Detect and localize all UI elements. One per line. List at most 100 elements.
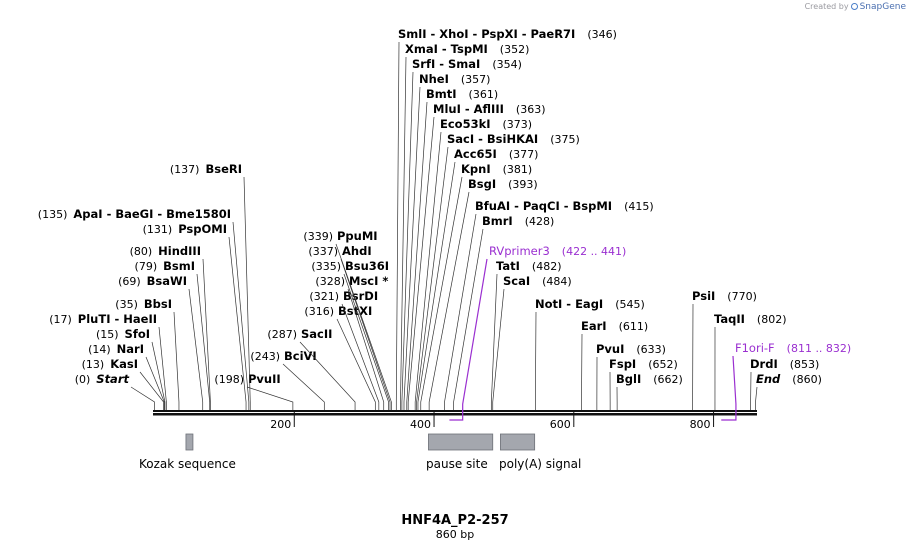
site-hindiii[interactable]: HindIII (80) <box>130 244 211 410</box>
site-name: KpnI <box>461 162 491 176</box>
feature-label: poly(A) signal <box>499 457 581 471</box>
site-leader-line <box>196 273 211 410</box>
site-leader-line <box>282 363 325 410</box>
backbone-bottom-strand <box>153 413 757 416</box>
site-leader-line <box>581 333 583 410</box>
site-name: Bsu36I <box>345 259 389 273</box>
site-bbsi[interactable]: BbsI (35) <box>115 297 180 410</box>
site-ahdi[interactable]: (337) AhdI <box>308 244 391 410</box>
site-name: BmtI <box>426 87 457 101</box>
credit-brand: SnapGene <box>859 2 906 12</box>
site-leader-line <box>336 318 376 410</box>
site-nari[interactable]: NarI (14) <box>88 342 165 410</box>
site-leader-line <box>428 191 470 410</box>
site-bmti[interactable]: BmtI (361) <box>406 87 498 410</box>
primer-rvprimer3[interactable]: RVprimer3 (422 .. 441) <box>449 244 627 421</box>
site-name: MluI - AflIII <box>433 102 504 116</box>
site-name: SacII <box>301 327 332 341</box>
site-bgli[interactable]: BglI (662) <box>616 372 683 410</box>
site-pvuii[interactable]: (198) PvuII <box>214 372 294 410</box>
site-tati[interactable]: TatI (482) <box>490 259 562 410</box>
feature-box <box>500 433 536 451</box>
site-name: EarI <box>581 319 607 333</box>
site-leader-line <box>400 56 407 410</box>
site-name: SmlI - XhoI - PspXI - PaeR7I <box>398 27 575 41</box>
site-bmri[interactable]: BmrI (428) <box>453 214 555 410</box>
feature-poly-a-signal[interactable]: poly(A) signal <box>499 433 581 471</box>
site-bcivi[interactable]: (243) BciVI <box>250 349 325 410</box>
primer-mark <box>449 258 488 421</box>
site-leader-line <box>145 356 165 410</box>
site-psii[interactable]: PsiI (770) <box>692 289 757 410</box>
feature-box <box>185 433 194 451</box>
site-xmai[interactable]: XmaI - TspMI (352) <box>400 42 529 410</box>
tick-800: 800 <box>690 412 715 431</box>
site-pluti[interactable]: PluTI - HaeII (17) <box>49 312 167 410</box>
site-acc65i[interactable]: Acc65I (377) <box>417 147 539 410</box>
site-apai[interactable]: ApaI - BaeGI - Bme1580I (135) <box>38 207 250 410</box>
site-bfuai[interactable]: BfuAI - PaqCI - BspMI (415) <box>444 199 654 410</box>
site-eco53ki[interactable]: Eco53kI (373) <box>414 117 532 410</box>
site-position: (79) <box>135 260 158 273</box>
site-position: (80) <box>130 245 153 258</box>
site-leader-line <box>403 86 421 410</box>
site-position: (377) <box>509 148 539 161</box>
primer-f1ori-f[interactable]: F1ori-F (811 .. 832) <box>721 341 851 421</box>
site-pspomi[interactable]: PspOMI (131) <box>143 222 247 410</box>
site-scai[interactable]: ScaI (484) <box>492 274 572 410</box>
site-noti[interactable]: NotI - EagI (545) <box>535 297 645 410</box>
site-smli[interactable]: SmlI - XhoI - PspXI - PaeR7I (346) <box>395 27 617 410</box>
site-msci[interactable]: (328) MscI * <box>315 274 388 410</box>
site-leader-line <box>535 311 537 410</box>
site-leader-line <box>139 371 164 410</box>
site-nhei[interactable]: NheI (357) <box>403 72 490 410</box>
site-bseri[interactable]: BseRI (137) <box>170 162 251 410</box>
site-ppumi[interactable]: (339) PpuMI <box>303 229 392 410</box>
site-position: (17) <box>49 313 72 326</box>
site-bsu36i[interactable]: (335) Bsu36I <box>311 259 389 410</box>
site-position: (13) <box>82 358 105 371</box>
site-name: BsmI <box>163 259 195 273</box>
site-leader-line <box>492 288 505 410</box>
site-name: SacI - BsiHKAI <box>447 132 538 146</box>
site-pvui[interactable]: PvuI (633) <box>596 342 666 410</box>
site-position: (633) <box>636 343 666 356</box>
site-drdi[interactable]: DrdI (853) <box>750 357 819 410</box>
site-position: (853) <box>790 358 820 371</box>
feature-pause-site[interactable]: pause site <box>426 433 494 471</box>
site-position: (14) <box>88 343 111 356</box>
site-leader-line <box>416 146 449 410</box>
primer-name: F1ori-F <box>735 341 775 355</box>
site-position: (652) <box>648 358 678 371</box>
site-leader-line <box>335 243 392 410</box>
site-kasi[interactable]: KasI (13) <box>82 357 164 410</box>
site-eari[interactable]: EarI (611) <box>581 319 648 410</box>
site-fspi[interactable]: FspI (652) <box>609 357 678 410</box>
site-bsawi[interactable]: BsaWI (69) <box>118 274 204 410</box>
site-sfoi[interactable]: SfoI (15) <box>96 327 166 410</box>
tick-label: 600 <box>550 418 571 431</box>
site-bsrdi[interactable]: (321) BsrDI <box>309 289 380 410</box>
site-kpni[interactable]: KpnI (381) <box>420 162 532 410</box>
site-srfi[interactable]: SrfI - SmaI (354) <box>401 57 522 410</box>
site-name: BsgI <box>468 177 496 191</box>
site-position: (354) <box>492 58 522 71</box>
ruler-ticks: 200 400 600 800 <box>270 412 715 431</box>
site-mlui[interactable]: MluI - AflIII (363) <box>407 102 546 410</box>
site-start[interactable]: Start (0) <box>75 372 155 410</box>
site-position: (316) <box>304 305 334 318</box>
site-position: (35) <box>115 298 138 311</box>
site-taqii[interactable]: TaqII (802) <box>714 312 787 410</box>
site-saci[interactable]: SacI - BsiHKAI (375) <box>416 132 580 410</box>
site-sacii[interactable]: (287) SacII <box>267 327 356 410</box>
site-name: MscI * <box>349 274 388 288</box>
site-bsgi[interactable]: BsgI (393) <box>428 177 538 410</box>
site-name: BseRI <box>205 162 242 176</box>
primer-range: (422 .. 441) <box>562 245 627 258</box>
site-end[interactable]: End (860) <box>755 372 822 410</box>
site-name: BglI <box>616 372 641 386</box>
map-length: 860 bp <box>436 528 474 541</box>
feature-kozak-sequence[interactable]: Kozak sequence <box>139 433 236 471</box>
site-bsmi[interactable]: BsmI (79) <box>135 259 211 410</box>
